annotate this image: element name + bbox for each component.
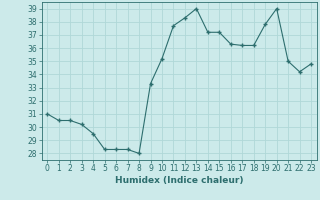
X-axis label: Humidex (Indice chaleur): Humidex (Indice chaleur) <box>115 176 244 185</box>
